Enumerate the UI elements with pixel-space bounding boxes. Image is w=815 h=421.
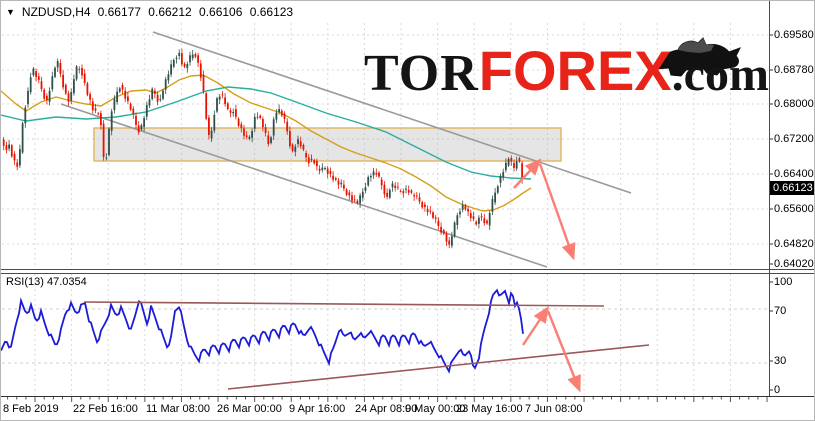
time-axis-border	[1, 396, 814, 397]
chart-rsi-separator[interactable]	[1, 269, 814, 270]
rsi-axis-label: 0	[774, 384, 781, 396]
resistance-zone-rect	[93, 127, 562, 162]
rsi-trendline-upper	[83, 301, 605, 307]
price-axis-label: 0.68780	[774, 64, 814, 76]
time-axis-label: 11 Mar 08:00	[146, 403, 211, 415]
symbol-dropdown-icon[interactable]: ▼	[6, 6, 15, 17]
time-axis-label: 9 Apr 16:00	[289, 403, 346, 415]
rsi-arrow-up	[522, 306, 549, 346]
time-axis-label: 26 Mar 00:00	[217, 403, 282, 415]
price-axis-label: 0.69580	[774, 29, 814, 41]
price-axis-label: 0.64820	[774, 238, 814, 250]
price-axis-label: 0.64020	[774, 258, 814, 270]
rsi-arrow-down	[546, 310, 581, 393]
logo-part-tor: TOR	[364, 45, 479, 102]
price-axis-label: 0.66400	[774, 168, 814, 180]
symbol-timeframe-label: NZDUSD,H4	[21, 5, 91, 19]
rsi-indicator-label: RSI(13) 47.0354	[6, 276, 87, 288]
logo-part-forex: FOREX	[478, 39, 672, 102]
current-price-tag: 0.66123	[770, 181, 814, 195]
forecast-arrow-down	[538, 163, 576, 261]
time-axis-label: 23 May 16:00	[456, 403, 523, 415]
ohlc-values: 0.66177 0.66212 0.66106 0.66123	[97, 5, 294, 19]
price-scale-border	[769, 1, 770, 396]
rsi-panel-top-border	[1, 273, 814, 274]
time-axis-label: 7 Jun 08:00	[525, 403, 583, 415]
logo-part-com: .com	[671, 48, 769, 101]
time-axis-label: 8 Feb 2019	[3, 403, 59, 415]
torforex-logo: TOR FOREX .com	[364, 37, 769, 103]
chart-title: ▼ NZDUSD,H4 0.66177 0.66212 0.66106 0.66…	[6, 5, 293, 19]
forecast-arrow-up	[513, 158, 542, 189]
rsi-axis-label: 100	[774, 276, 793, 288]
rsi-axis-label: 70	[774, 305, 787, 317]
price-axis-label: 0.65600	[774, 203, 814, 215]
rsi-line	[1, 288, 524, 374]
bear-icon	[655, 37, 742, 77]
price-axis-label: 0.67200	[774, 133, 814, 145]
ma-slow-line	[1, 86, 532, 180]
price-axis-label: 0.68000	[774, 98, 814, 110]
candlestick-series	[2, 48, 523, 249]
time-axis-label: 9 May 00:00	[405, 403, 466, 415]
trend-channel-lower-line	[60, 103, 548, 268]
time-axis-label: 22 Feb 16:00	[73, 403, 138, 415]
trend-channel-upper-line	[152, 31, 632, 194]
rsi-trendline-lower	[227, 344, 650, 390]
time-axis-label: 24 Apr 08:00	[355, 403, 418, 415]
rsi-axis-label: 30	[774, 355, 787, 367]
